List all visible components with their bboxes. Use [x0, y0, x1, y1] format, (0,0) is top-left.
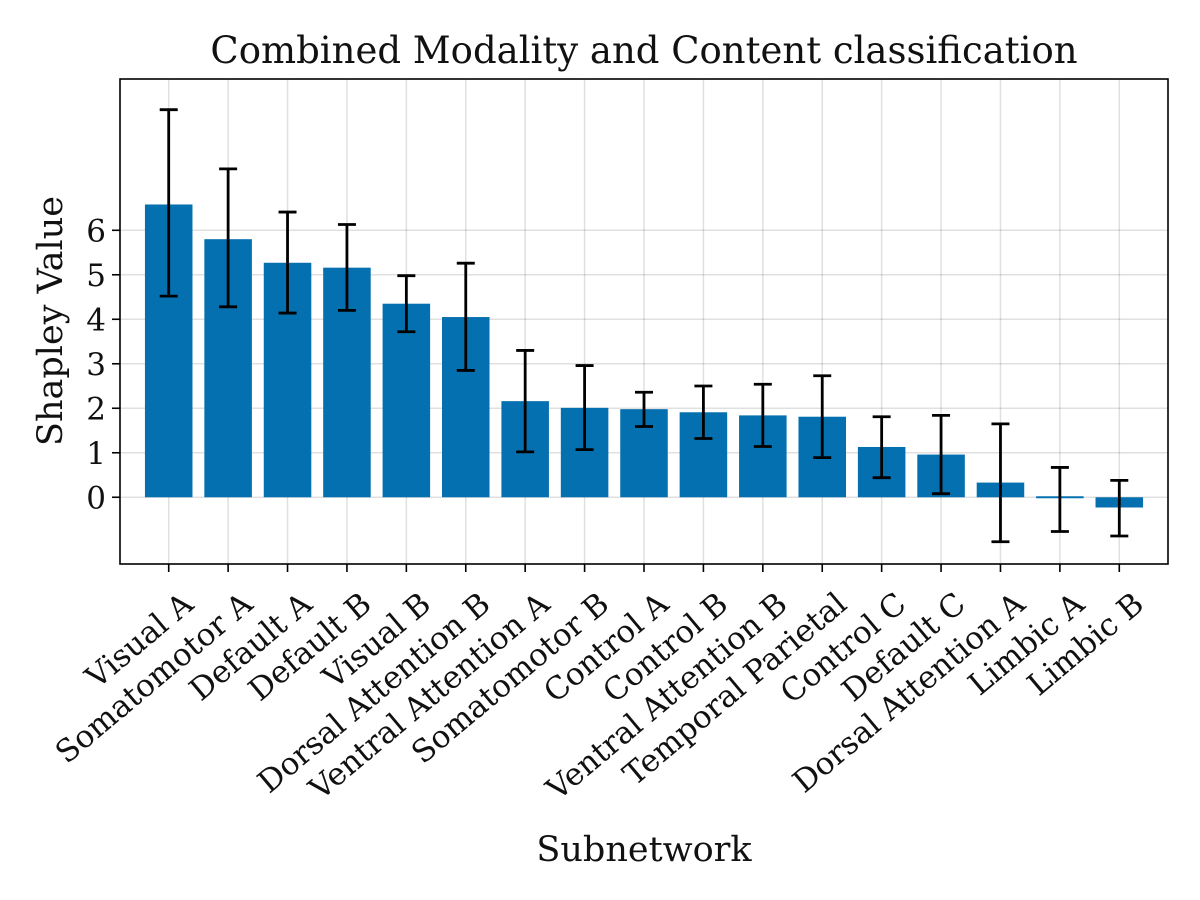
- bar: [382, 303, 431, 498]
- chart-title: Combined Modality and Content classifica…: [210, 29, 1077, 72]
- y-tick-label: 5: [86, 258, 106, 294]
- y-tick-label: 1: [86, 436, 106, 472]
- y-axis-label: Shapley Value: [31, 196, 71, 446]
- y-tick-label: 4: [86, 302, 106, 338]
- y-tick-label: 0: [86, 480, 106, 516]
- y-axis-ticks: 0 1 2 3 4 5 6: [86, 213, 120, 516]
- x-axis-label: Subnetwork: [536, 830, 752, 870]
- y-tick-label: 6: [86, 213, 106, 249]
- bars-group: [144, 204, 1144, 508]
- y-tick-label: 2: [86, 391, 106, 427]
- error-bars-group: [159, 108, 1129, 544]
- y-tick-label: 3: [86, 347, 106, 383]
